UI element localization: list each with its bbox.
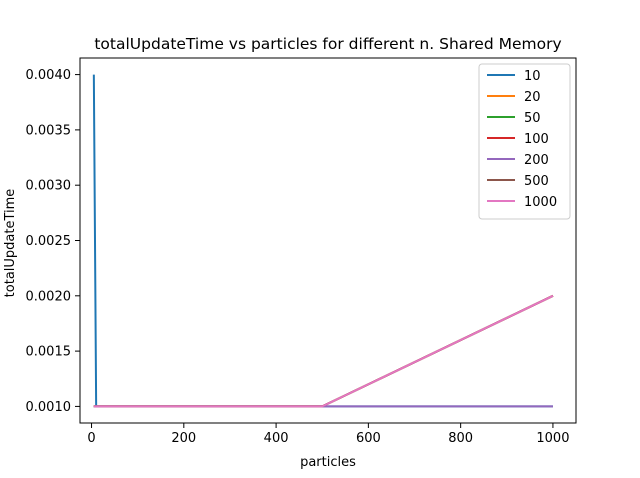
axes: 0 200 400 600 800 1000 0.0010 0.0015 0.0020 0.002… [26, 57, 577, 446]
x-tick-label: 200 [171, 431, 196, 446]
series-line-1000 [93, 294, 554, 408]
y-axis-label: totalUpdateTime [3, 189, 18, 298]
y-tick-label: 0.0030 [26, 179, 72, 194]
x-tick-label: 800 [448, 431, 473, 446]
legend-label-50: 50 [524, 111, 541, 126]
legend-label-200: 200 [524, 153, 549, 168]
y-tick-label: 0.0020 [26, 289, 72, 304]
chart-title: totalUpdateTime vs particles for differe… [94, 35, 561, 53]
y-tick-label: 0.0010 [26, 400, 72, 415]
x-tick-label: 0 [87, 431, 95, 446]
x-tick-label: 600 [356, 431, 381, 446]
legend-label-1000: 1000 [524, 195, 557, 210]
x-tick-label: 1000 [536, 431, 569, 446]
x-axis-label: particles [300, 455, 356, 470]
y-tick-label: 0.0040 [26, 68, 72, 83]
legend-label-500: 500 [524, 174, 549, 189]
plot-area [92, 74, 554, 408]
legend-label-10: 10 [524, 69, 541, 84]
y-tick-label: 0.0015 [26, 345, 72, 360]
legend-label-20: 20 [524, 90, 541, 105]
legend: 10 20 50 100 200 500 1000 [478, 63, 571, 220]
y-tick-label: 0.0025 [26, 234, 72, 249]
y-tick-label: 0.0035 [26, 123, 72, 138]
x-tick-label: 400 [264, 431, 289, 446]
legend-label-100: 100 [524, 132, 549, 147]
